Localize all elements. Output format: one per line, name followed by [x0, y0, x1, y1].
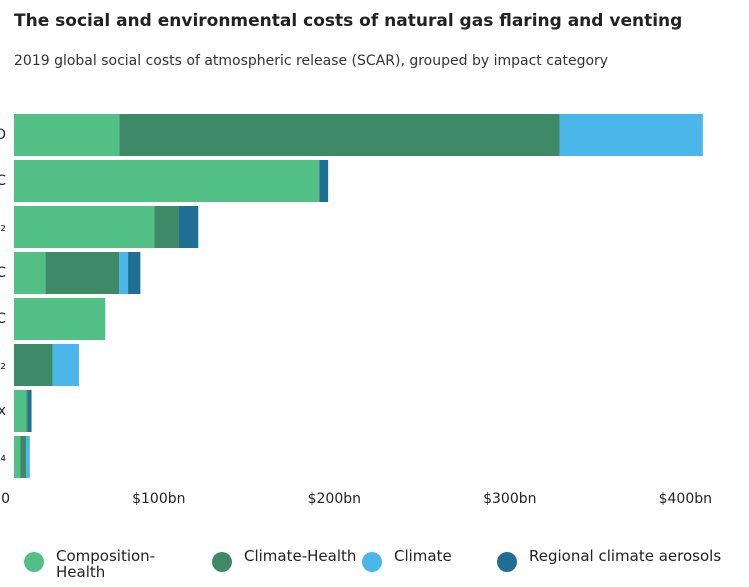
bar-segment [14, 252, 46, 294]
legend-item: Composition-Health [24, 548, 212, 580]
legend-item: Climate-Health [212, 548, 362, 580]
bar-segment [154, 206, 179, 248]
bar-segment [14, 390, 27, 432]
bar-segment [559, 114, 703, 156]
category-label: C [0, 265, 6, 281]
bar-segment [319, 160, 329, 202]
legend-item: Regional climate aerosols [497, 548, 747, 580]
bar-segment [14, 206, 155, 248]
legend-swatch [362, 552, 382, 572]
bar-segment [26, 390, 29, 432]
category-label: C [0, 173, 6, 189]
legend-swatch [24, 552, 44, 572]
x-tick-label: $0 [0, 491, 10, 507]
category-label: ₄ [0, 449, 6, 465]
category-label: O [0, 127, 6, 143]
bar-segment [128, 252, 141, 294]
chart: The social and environmental costs of na… [0, 11, 712, 507]
bar-segment [26, 436, 30, 478]
legend-label: Regional climate aerosols [529, 547, 722, 565]
bar-segment [52, 344, 79, 386]
legend-item: Climate [362, 548, 497, 580]
category-label: x [0, 403, 6, 419]
legend-label: Climate-Health [244, 547, 357, 565]
bar-segment [14, 160, 320, 202]
bar-segment [178, 206, 199, 248]
legend-swatch [497, 552, 517, 572]
x-tick-label: $100bn [132, 491, 185, 507]
bar-segment [14, 114, 120, 156]
chart-subtitle: 2019 global social costs of atmospheric … [14, 53, 608, 69]
category-label: O₂ [0, 219, 6, 235]
category-label: C [0, 311, 6, 327]
legend-label: Climate [394, 547, 452, 565]
bar-segment [119, 252, 129, 294]
x-tick-label: $400bn [659, 491, 712, 507]
bar-segment [119, 114, 560, 156]
legend-label: Composition-Health [56, 547, 156, 581]
x-tick-label: $300bn [483, 491, 536, 507]
chart-title: The social and environmental costs of na… [14, 11, 682, 31]
x-tick-label: $200bn [308, 491, 361, 507]
bar-segment [14, 344, 53, 386]
bar-segment [28, 390, 32, 432]
bar-segment [14, 436, 21, 478]
bar-segment [45, 252, 120, 294]
bar-segment [20, 436, 27, 478]
legend-swatch [212, 552, 232, 572]
bar-segment [14, 298, 106, 340]
category-label: O₂ [0, 357, 6, 373]
legend: Composition-Health Climate-Health Climate R… [24, 548, 749, 580]
